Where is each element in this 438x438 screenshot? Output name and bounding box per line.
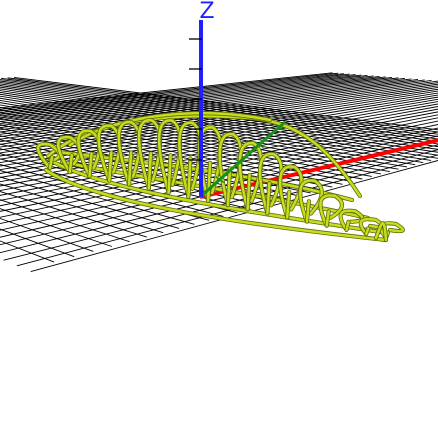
grid-line-78	[0, 76, 386, 124]
grid-line-5	[0, 191, 147, 238]
y-axis-line	[199, 120, 286, 199]
hull-strut-5	[147, 152, 153, 190]
hull-strut-2	[88, 152, 93, 178]
grid-line-73	[0, 78, 419, 135]
hull-strut-15	[345, 220, 350, 232]
grid-line-44	[16, 154, 438, 267]
grid-line-87	[0, 72, 333, 109]
grid-line-86	[0, 72, 339, 110]
grid-line-55	[0, 111, 438, 196]
hull-strut-4	[127, 151, 133, 186]
grid-line-76	[0, 77, 399, 129]
hull-strut-16	[364, 227, 370, 236]
grid-line-39	[0, 79, 438, 137]
grid-line-59	[0, 101, 438, 178]
grid-line-21	[0, 114, 353, 183]
grid-line-1	[0, 228, 75, 258]
grid-line-80	[0, 75, 374, 121]
grid-line-45	[3, 149, 438, 261]
grid-line-48	[0, 135, 438, 238]
hull-strut-7	[187, 157, 192, 199]
grid-line-82	[0, 74, 362, 117]
grid-line-75	[0, 77, 405, 131]
grid-line-74	[0, 78, 412, 133]
grid-line-83	[0, 74, 356, 115]
grid-line-43	[30, 160, 438, 273]
hull-strut-6	[167, 153, 172, 194]
grid-line-61	[0, 96, 438, 171]
grid-line-38	[0, 80, 438, 140]
grid-line-12	[0, 148, 251, 210]
hull-rib-14	[319, 194, 344, 227]
z-axis-label: Z	[199, 0, 214, 24]
hull-center-rail	[56, 150, 354, 202]
grid-line-2	[0, 217, 94, 252]
grid-line-50	[0, 127, 438, 225]
grid-line-23	[0, 109, 372, 177]
y-axis-tick	[215, 175, 225, 184]
grid-line-57	[0, 106, 438, 187]
grid-line-67	[0, 85, 438, 151]
grid-line-56	[0, 108, 438, 192]
hull-strut-1	[68, 154, 74, 174]
hull-spine-rail	[68, 111, 272, 147]
grid-line-54	[0, 114, 438, 201]
hull-rib-1	[56, 135, 81, 174]
grid-line-62	[0, 94, 438, 167]
hull-strut-8	[206, 161, 212, 203]
hull-rib-0	[36, 142, 61, 170]
grid-line-41	[7, 77, 438, 133]
hull-strut-14	[325, 210, 330, 227]
grid-line-65	[0, 88, 438, 157]
y-axis-tick	[254, 141, 264, 149]
hull-keel-rail-front	[44, 168, 388, 242]
y-axis	[199, 120, 286, 199]
grid-line-77	[0, 76, 393, 127]
wireframe-hull-model[interactable]	[35, 111, 405, 243]
hull-strut-9	[226, 167, 232, 207]
hull-strut-10	[246, 173, 251, 211]
grid-line-85	[0, 73, 344, 112]
grid-line-19	[0, 121, 333, 188]
grid-line-79	[0, 75, 380, 123]
grid-line-60	[0, 98, 438, 174]
grid-line-52	[0, 120, 438, 212]
grid-line-40	[1, 77, 438, 135]
grid-line-68	[0, 83, 438, 148]
grid-line-4	[0, 199, 130, 243]
grid-line-3	[0, 208, 113, 247]
y-axis-tick	[235, 158, 244, 166]
z-axis	[189, 20, 203, 197]
grid-line-64	[0, 90, 438, 160]
hull-strut-3	[108, 151, 113, 182]
hull-strut-12	[285, 190, 291, 219]
hull-strut-0	[48, 156, 54, 170]
grid-line-42	[13, 76, 438, 131]
grid-line-10	[0, 158, 224, 217]
hull-tip	[374, 221, 388, 242]
hull-strut-11	[266, 181, 271, 215]
grid-line-46	[0, 144, 438, 254]
grid-line-72	[0, 79, 425, 138]
hull-strut-13	[305, 200, 311, 223]
grid-line-84	[0, 73, 350, 114]
grid-line-81	[0, 75, 368, 119]
y-axis-tick	[274, 123, 284, 131]
